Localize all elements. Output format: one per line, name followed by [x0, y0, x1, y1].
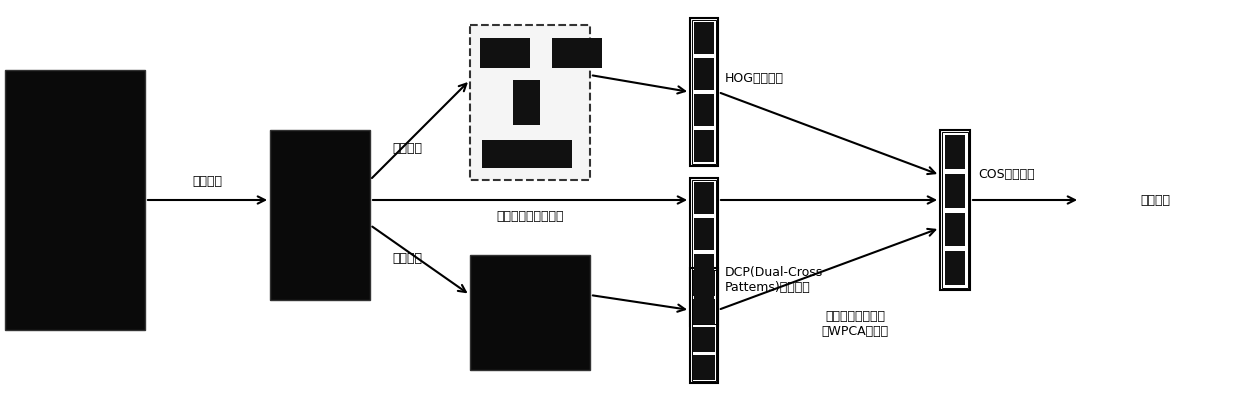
Bar: [692, 270, 715, 381]
Text: 图像分块: 图像分块: [392, 251, 422, 265]
Bar: [945, 251, 965, 285]
Text: 特征融合、归一化
和WPCA去冗余: 特征融合、归一化 和WPCA去冗余: [821, 310, 889, 338]
Text: HOG特征提取: HOG特征提取: [725, 71, 784, 85]
Bar: [694, 130, 714, 162]
Bar: [689, 268, 718, 383]
Bar: [942, 132, 968, 288]
Bar: [692, 180, 715, 324]
Bar: [552, 38, 601, 68]
Text: 自动编码器特征提取: 自动编码器特征提取: [496, 210, 564, 223]
Bar: [940, 130, 970, 290]
Bar: [470, 255, 590, 370]
Bar: [470, 25, 590, 180]
Bar: [692, 20, 715, 164]
Bar: [694, 182, 714, 214]
Bar: [270, 130, 370, 300]
Text: 识别结果: 识别结果: [1140, 194, 1171, 207]
Text: 五官分割: 五官分割: [392, 142, 422, 154]
Bar: [693, 299, 715, 324]
Bar: [693, 355, 715, 380]
Bar: [689, 18, 718, 166]
Bar: [5, 70, 145, 330]
Bar: [694, 254, 714, 286]
Bar: [693, 327, 715, 352]
Bar: [694, 22, 714, 54]
Bar: [694, 218, 714, 250]
Bar: [480, 38, 529, 68]
Bar: [694, 290, 714, 322]
Text: COS距离度量: COS距离度量: [978, 168, 1034, 182]
Bar: [694, 58, 714, 90]
Bar: [694, 94, 714, 126]
Bar: [693, 271, 715, 296]
Bar: [482, 140, 572, 168]
Bar: [945, 135, 965, 169]
Bar: [689, 178, 718, 326]
Bar: [945, 174, 965, 207]
Text: 人脸分割: 人脸分割: [192, 175, 222, 188]
Bar: [513, 80, 539, 125]
Text: DCP(Dual-Cross
Pattems)特征提取: DCP(Dual-Cross Pattems)特征提取: [725, 266, 823, 294]
Bar: [945, 213, 965, 246]
